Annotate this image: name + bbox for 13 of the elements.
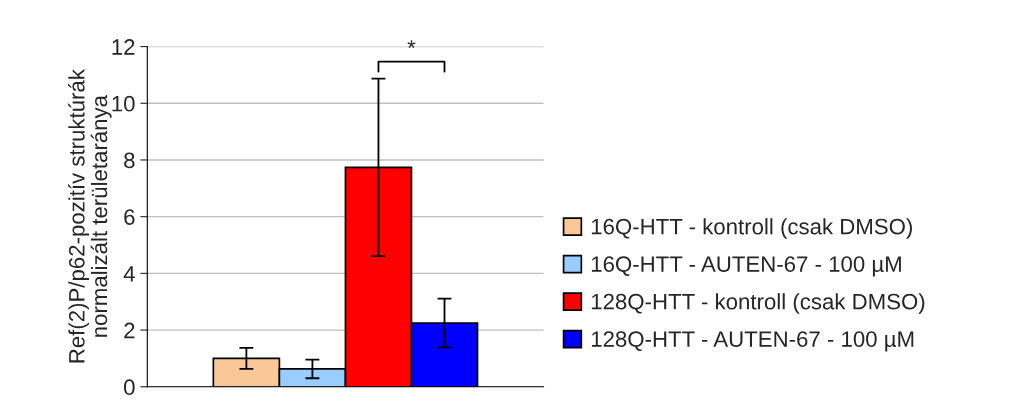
y-tick-label: 0 xyxy=(124,379,135,396)
y-tick-label: 6 xyxy=(124,209,135,225)
legend-label: 128Q-HTT - AUTEN-67 - 100 µM xyxy=(591,331,914,352)
y-tick-label: 2 xyxy=(124,322,135,339)
y-tick-label: 12 xyxy=(112,39,135,55)
y-axis-title: Ref(2)P/p62-pozitív struktúrák normalizált területaránya xyxy=(68,69,112,363)
y-tick-label: 10 xyxy=(112,95,135,112)
legend-label: 128Q-HTT - kontroll (csak DMSO) xyxy=(591,293,925,314)
annotation: * xyxy=(407,40,416,49)
y-tick-label: 4 xyxy=(123,266,135,282)
legend-label: 16Q-HTT - AUTEN-67 - 100 µM xyxy=(591,256,901,277)
y-tick-label: 8 xyxy=(124,152,135,169)
legend-label: 16Q-HTT - kontroll (csak DMSO) xyxy=(591,218,912,239)
